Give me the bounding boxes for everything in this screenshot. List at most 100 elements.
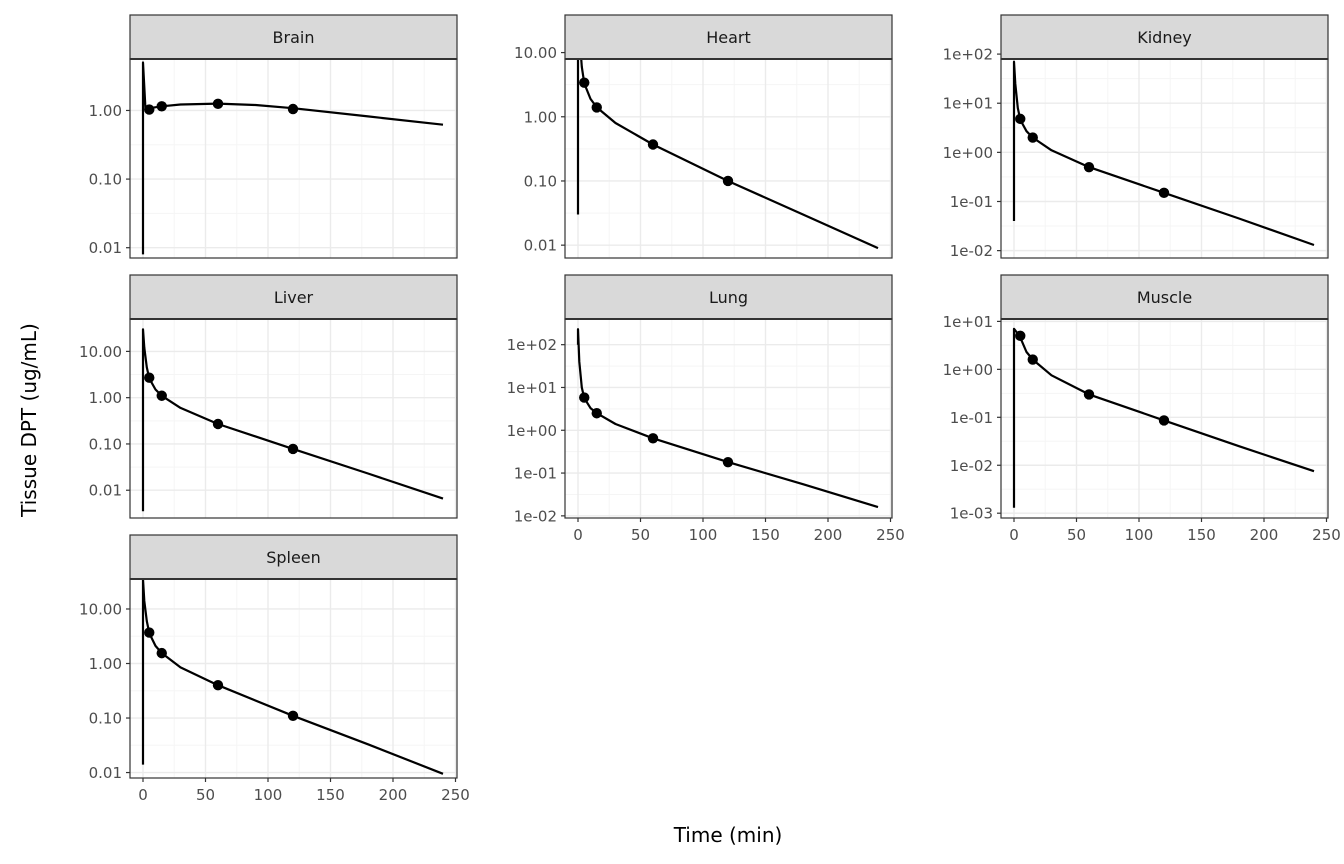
y-tick-label: 1e+02 [507,336,557,354]
x-tick-label: 250 [441,786,470,804]
x-tick-label: 0 [1009,526,1019,544]
y-tick-label: 1e-02 [514,507,557,525]
x-tick-label: 250 [1312,526,1341,544]
observed-point [287,710,299,721]
strip-label: Brain [273,28,315,47]
strip-lung [564,274,893,320]
y-tick-label: 1e-01 [514,465,557,483]
x-tick-label: 150 [316,786,345,804]
y-tick-label: 0.01 [524,237,557,255]
x-tick-label: 50 [631,526,650,544]
x-tick-label: 100 [689,526,718,544]
x-tick-label: 0 [138,786,148,804]
y-tick-label: 0.01 [89,764,122,782]
panel-brain: Brain 0.01 0.10 1.00 [89,14,458,259]
x-tick-label: 100 [254,786,283,804]
x-tick-label: 250 [876,526,905,544]
strip-kidney [1000,14,1329,60]
y-tick-label: 10.00 [79,343,122,361]
observed-point [287,103,299,115]
panel-spleen: Spleen 0.01 0.10 1.00 10.00 0 50 100 150 200 250 [79,534,470,804]
observed-point [722,456,734,468]
observed-point [579,392,590,403]
plot-background [565,59,892,258]
y-tick-label: 1e-01 [950,409,993,427]
observed-point [1083,161,1095,173]
observed-point [1015,330,1026,342]
y-tick-label: 0.01 [89,482,122,500]
x-tick-label: 200 [814,526,843,544]
observed-point [156,390,167,401]
observed-point [144,372,155,383]
y-tick-label: 1e+00 [943,361,993,379]
observed-point [579,77,590,88]
x-tick-label: 50 [1067,526,1086,544]
y-tick-label: 0.10 [89,710,122,728]
observed-point [212,98,224,110]
y-tick-label: 1e-01 [950,193,993,211]
observed-point [1158,187,1170,199]
x-tick-label: 0 [573,526,583,544]
panel-kidney: Kidney 1e-02 1e-01 1e+00 1e+01 1e+02 [943,14,1329,260]
x-tick-label: 200 [379,786,408,804]
y-axis-title: Tissue DPT (ug/mL) [17,323,41,518]
observed-point [156,101,167,112]
panels-layer: Brain 0.01 0.10 1.00 Heart 0.01 0.10 1.00 10.00 K… [79,14,1341,804]
strip-label: Kidney [1137,28,1192,47]
strip-label: Muscle [1137,288,1192,307]
observed-point [1027,354,1038,365]
x-tick-label: 150 [751,526,780,544]
panel-lung: Lung 1e-02 1e-01 1e+00 1e+01 1e+02 0 50 100 150 20… [507,274,905,544]
observed-point [287,443,299,455]
observed-point [156,647,167,659]
plot-background [1001,59,1328,258]
observed-point [1027,132,1038,143]
observed-point [647,433,659,444]
observed-point [722,175,734,187]
y-tick-label: 0.10 [89,171,122,189]
observed-point [212,680,224,691]
y-tick-label: 1e-02 [950,457,993,475]
y-tick-label: 0.10 [524,172,557,190]
panel-liver: Liver 0.01 0.10 1.00 10.00 [79,274,458,519]
y-tick-label: 1e+02 [943,46,993,64]
panel-muscle: Muscle 1e-03 1e-02 1e-01 1e+00 1e+01 0 50 100 150… [943,274,1341,544]
observed-point [144,104,155,115]
predicted-line [576,59,879,250]
y-tick-label: 1.00 [89,102,122,120]
observed-point [1015,113,1026,125]
strip-heart [564,14,893,60]
x-tick-label: 100 [1125,526,1154,544]
observed-point [1083,389,1095,400]
y-tick-label: 1e+00 [507,422,557,440]
observed-point [144,627,155,638]
y-tick-label: 0.10 [89,435,122,453]
y-tick-label: 10.00 [514,44,557,62]
y-tick-label: 1e+00 [943,144,993,162]
observed-point [647,139,659,150]
y-tick-label: 1.00 [524,108,557,126]
plot-background [130,59,457,258]
observed-point [591,102,602,113]
y-tick-label: 1e+01 [507,379,557,397]
y-tick-label: 1e-02 [950,242,993,260]
plot-background [130,319,457,518]
observed-point [591,408,602,419]
strip-label: Spleen [266,548,321,567]
y-tick-label: 1e+01 [943,95,993,113]
y-tick-label: 1e+01 [943,313,993,331]
y-tick-label: 10.00 [79,600,122,618]
y-tick-label: 1.00 [89,389,122,407]
panel-heart: Heart 0.01 0.10 1.00 10.00 [514,14,893,259]
strip-label: Heart [706,28,751,47]
strip-label: Lung [709,288,748,307]
observed-point [212,418,224,430]
x-tick-label: 200 [1250,526,1279,544]
x-tick-label: 150 [1187,526,1216,544]
plot-background [565,319,892,518]
observed-point [1158,415,1170,426]
y-tick-label: 1e-03 [950,505,993,523]
y-tick-label: 1.00 [89,655,122,673]
predicted-line [141,61,444,255]
